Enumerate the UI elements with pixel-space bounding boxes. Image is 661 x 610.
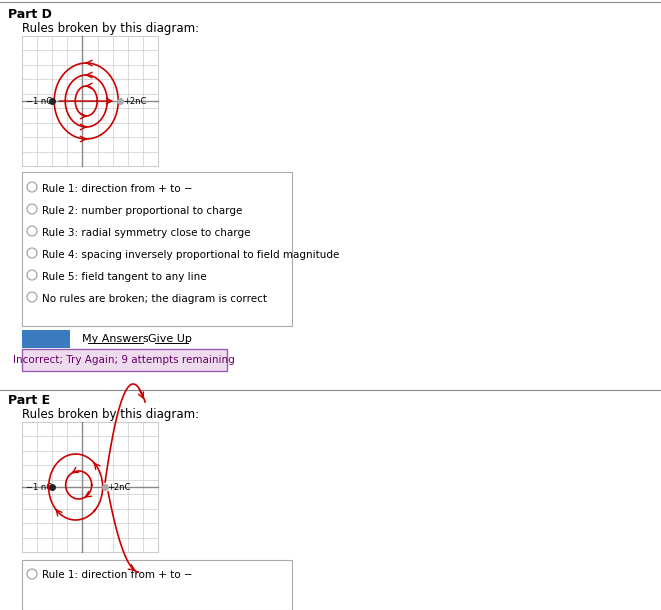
Bar — [22, 330, 70, 348]
Circle shape — [27, 292, 37, 302]
Text: −1 nC: −1 nC — [26, 96, 52, 106]
Text: Give Up: Give Up — [148, 334, 192, 344]
Bar — [22, 172, 292, 326]
Circle shape — [27, 204, 37, 214]
Text: Rules broken by this diagram:: Rules broken by this diagram: — [22, 408, 199, 421]
Text: Part D: Part D — [8, 8, 52, 21]
Text: Rule 3: radial symmetry close to charge: Rule 3: radial symmetry close to charge — [42, 228, 251, 238]
Bar — [22, 422, 158, 552]
Bar — [22, 36, 158, 166]
Text: Rule 1: direction from + to −: Rule 1: direction from + to − — [42, 184, 192, 194]
Text: Rule 1: direction from + to −: Rule 1: direction from + to − — [42, 570, 192, 580]
Bar — [22, 349, 227, 371]
Text: +2nC: +2nC — [123, 96, 147, 106]
Text: Rule 2: number proportional to charge: Rule 2: number proportional to charge — [42, 206, 243, 216]
Text: Part E: Part E — [8, 394, 50, 407]
Text: Rule 4: spacing inversely proportional to field magnitude: Rule 4: spacing inversely proportional t… — [42, 250, 339, 260]
Circle shape — [27, 226, 37, 236]
Bar — [22, 560, 292, 610]
Text: Incorrect; Try Again; 9 attempts remaining: Incorrect; Try Again; 9 attempts remaini… — [13, 355, 235, 365]
Circle shape — [27, 182, 37, 192]
Circle shape — [27, 270, 37, 280]
Circle shape — [27, 569, 37, 579]
Text: Submit: Submit — [26, 334, 66, 344]
Text: My Answers: My Answers — [82, 334, 148, 344]
Text: −1 nC: −1 nC — [26, 483, 52, 492]
Text: Rule 5: field tangent to any line: Rule 5: field tangent to any line — [42, 272, 207, 282]
Text: Rules broken by this diagram:: Rules broken by this diagram: — [22, 22, 199, 35]
Text: No rules are broken; the diagram is correct: No rules are broken; the diagram is corr… — [42, 294, 267, 304]
Circle shape — [27, 248, 37, 258]
Text: +2nC: +2nC — [107, 483, 130, 492]
